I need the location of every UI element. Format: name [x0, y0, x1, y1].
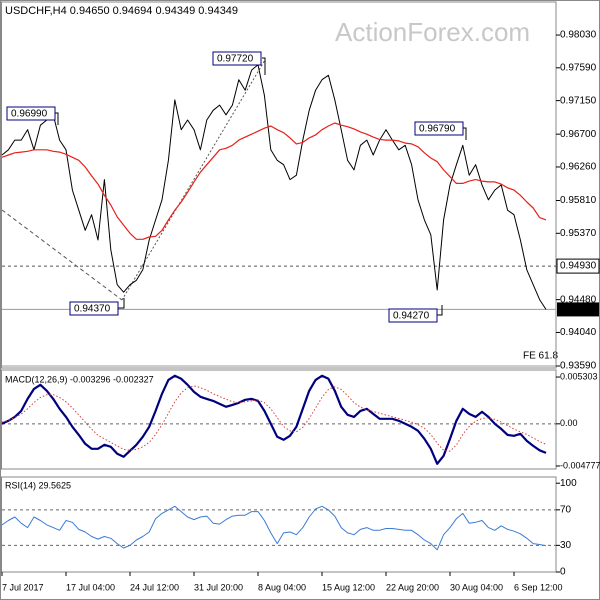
- header-value: 0.94349: [155, 5, 195, 17]
- y-tick-label: 30: [560, 540, 572, 551]
- y-tick-label: 0.93590: [560, 361, 597, 372]
- fib-line: [121, 59, 266, 301]
- annotation: 0.94370: [74, 304, 111, 315]
- y-tick-label: 0.00: [560, 418, 578, 428]
- y-tick-label: 0.97590: [560, 62, 597, 73]
- header-value: 0.94650: [70, 5, 110, 17]
- x-tick-label: 8 Aug 04:00: [258, 582, 306, 592]
- y-tick-label: 0.98030: [560, 30, 597, 41]
- panel: [1, 476, 557, 573]
- panel-title: RSI(14) 29.5625: [5, 480, 71, 490]
- header-value: 0.94349: [198, 5, 238, 17]
- y-tick-label: 0.94480: [560, 294, 597, 305]
- header-value: 0.94694: [113, 5, 153, 17]
- series-line: [1, 374, 547, 465]
- annotation-connector: [262, 57, 266, 75]
- annotation-box: [414, 121, 464, 136]
- annotation: 0.96990: [11, 109, 48, 120]
- y-tick-label: 0: [560, 567, 566, 578]
- x-tick-label: 31 Jul 20:00: [194, 582, 243, 592]
- annotation-box: [69, 301, 119, 316]
- series-line: [1, 64, 547, 310]
- series-line: [1, 505, 547, 551]
- panel-title: MACD(12,26,9) -0.003296 -0.002327: [5, 374, 154, 384]
- series-line: [1, 385, 547, 452]
- y-tick-label: 70: [560, 504, 572, 515]
- annotation-box: [212, 51, 262, 66]
- x-tick-label: 22 Aug 20:00: [386, 582, 439, 592]
- panel: [1, 369, 557, 470]
- symbol: USDCHF,H4: [5, 5, 67, 17]
- annotation: 0.97720: [217, 54, 254, 65]
- annotation-connector: [118, 298, 125, 309]
- last-price-box: [557, 302, 599, 317]
- fib-line: [1, 209, 123, 301]
- fe-label: FE 61.8: [523, 351, 558, 362]
- annotation-connector: [437, 305, 443, 316]
- level-box: [556, 258, 600, 274]
- chart-header: USDCHF,H4 0.94650 0.94694 0.94349 0.9434…: [5, 5, 238, 17]
- watermark: ActionForex.com: [335, 17, 530, 47]
- x-tick-label: 17 Jul 04:00: [66, 582, 115, 592]
- y-tick-label: 0.95810: [560, 195, 597, 206]
- y-tick-label: 0.005303: [560, 371, 598, 381]
- x-tick-label: 15 Aug 12:00: [322, 582, 375, 592]
- annotation: 0.96790: [419, 124, 456, 135]
- x-tick-label: 30 Aug 04:00: [450, 582, 503, 592]
- y-tick-label: 0.96700: [560, 129, 597, 140]
- y-tick-label: 0.94040: [560, 327, 597, 338]
- x-tick-label: 24 Jul 12:00: [130, 582, 179, 592]
- last-price-label: 0.94349: [560, 304, 597, 315]
- panel: [1, 1, 557, 369]
- x-tick-label: 6 Sep 12:00: [514, 582, 563, 592]
- annotation-box: [388, 308, 438, 323]
- y-tick-label: 100: [560, 478, 577, 489]
- y-tick-label: 0.96260: [560, 162, 597, 173]
- series-line: [1, 122, 547, 240]
- y-tick-label: 0.95370: [560, 228, 597, 239]
- annotation-box: [6, 106, 56, 121]
- y-tick-label: -0.004777: [560, 460, 600, 470]
- y-tick-label: 0.97150: [560, 95, 597, 106]
- level-label: 0.94930: [560, 261, 597, 272]
- annotation: 0.94270: [393, 311, 430, 322]
- x-tick-label: 7 Jul 2017: [2, 582, 44, 592]
